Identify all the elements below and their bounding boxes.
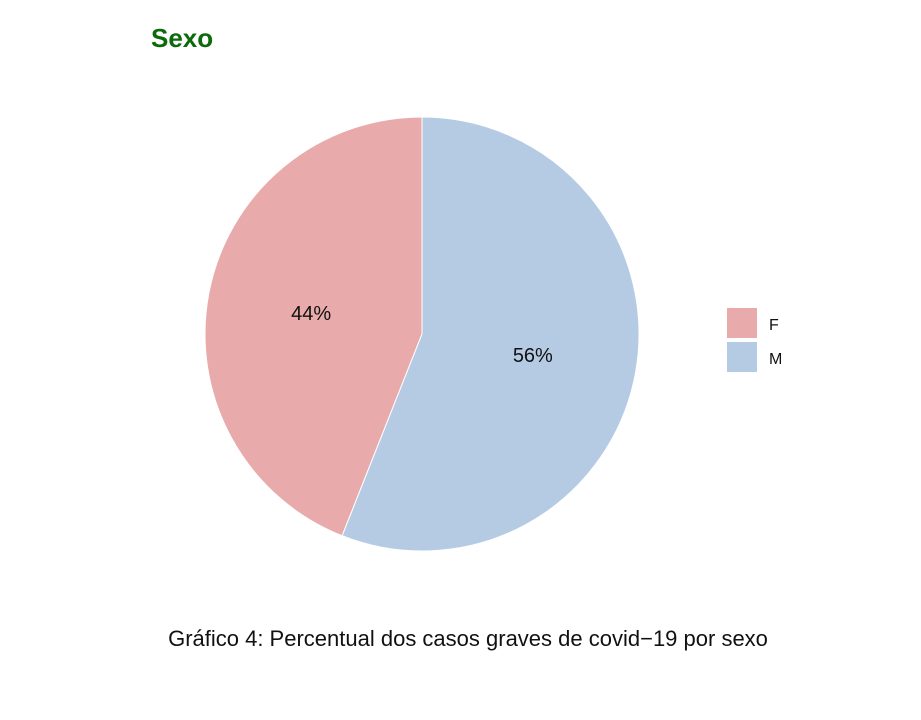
legend-label-m: M [769,351,782,368]
slice-label-m: 56% [513,345,553,367]
pie-group: 44% 56% [204,116,640,552]
legend: F M [727,308,782,372]
legend-swatch-f [727,308,757,338]
legend-swatch-m [727,342,757,372]
chart-caption: Gráfico 4: Percentual dos casos graves d… [168,626,768,651]
slice-label-f: 44% [291,303,331,325]
pie-slice-f [204,116,423,537]
pie-slice-m [341,116,640,552]
legend-label-f: F [769,317,779,334]
chart-title: Sexo [151,23,213,53]
